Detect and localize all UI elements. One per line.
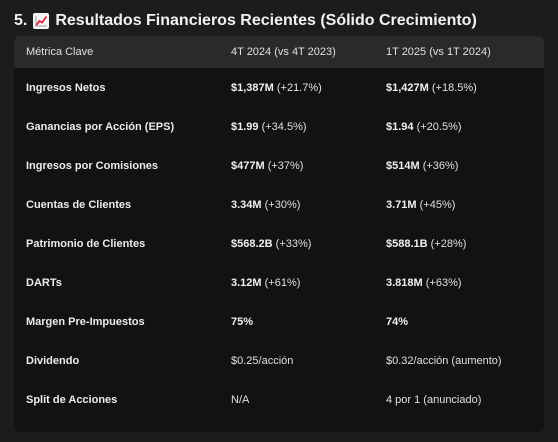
change-q1-2025: $0.32/acción (aumento) — [386, 354, 502, 367]
header-metric: Métrica Clave — [26, 46, 94, 58]
header-q1-2025: 1T 2025 (vs 1T 2024) — [386, 46, 491, 58]
metric-label: Ingresos Netos — [26, 81, 106, 94]
value-q4-2024: 3.34M — [231, 198, 262, 211]
cell-q4-2024: $0.25/acción — [219, 341, 374, 380]
cell-q1-2025: 4 por 1 (anunciado) — [374, 380, 544, 419]
change-q1-2025: (+28%) — [430, 237, 467, 250]
change-q4-2024: (+34.5%) — [261, 120, 307, 133]
cell-q4-2024: 75% — [219, 302, 374, 341]
cell-q4-2024: N/A — [219, 380, 374, 419]
change-q1-2025: 4 por 1 (anunciado) — [386, 393, 482, 406]
change-q1-2025: (+63%) — [425, 276, 462, 289]
metric-label: Ganancias por Acción (EPS) — [26, 120, 175, 133]
value-q4-2024: 75% — [231, 315, 254, 328]
table-row: Ingresos Netos $1,387M (+21.7%) $1,427M (+… — [14, 68, 544, 107]
chart-increasing-icon — [33, 13, 50, 29]
value-q1-2025: $1,427M — [386, 81, 429, 94]
table-row: Ingresos por Comisiones $477M (+37%) $514M… — [14, 146, 544, 185]
metric-label: Cuentas de Clientes — [26, 198, 132, 211]
value-q4-2024: 3.12M — [231, 276, 262, 289]
value-q1-2025: $514M — [386, 159, 420, 172]
table-header-row: Métrica Clave 4T 2024 (vs 4T 2023) 1T 20… — [14, 36, 544, 68]
cell-q4-2024: $1,387M (+21.7%) — [219, 68, 374, 107]
table-row: Margen Pre-Impuestos 75% 74% — [14, 302, 544, 341]
financial-results-table: Métrica Clave 4T 2024 (vs 4T 2023) 1T 20… — [14, 36, 544, 432]
change-q1-2025: (+18.5%) — [431, 81, 477, 94]
change-q4-2024: (+30%) — [264, 198, 301, 211]
change-q1-2025: (+20.5%) — [416, 120, 462, 133]
metric-label: Patrimonio de Clientes — [26, 237, 146, 250]
table-row: Patrimonio de Clientes $568.2B (+33%) $588… — [14, 224, 544, 263]
metric-label: Margen Pre-Impuestos — [26, 315, 145, 328]
value-q4-2024: $1.99 — [231, 120, 259, 133]
change-q4-2024: $0.25/acción — [231, 354, 294, 367]
cell-q1-2025: $588.1B (+28%) — [374, 224, 544, 263]
cell-q1-2025: 3.818M (+63%) — [374, 263, 544, 302]
change-q4-2024: (+61%) — [264, 276, 301, 289]
cell-q1-2025: $514M (+36%) — [374, 146, 544, 185]
section-number: 5. — [14, 12, 28, 29]
table-row: Cuentas de Clientes 3.34M (+30%) 3.71M (+4… — [14, 185, 544, 224]
section-title: Resultados Financieros Recientes (Sólido… — [55, 12, 477, 29]
table-row: DARTs 3.12M (+61%) 3.818M (+63%) — [14, 263, 544, 302]
value-q1-2025: 3.818M — [386, 276, 423, 289]
cell-q4-2024: $1.99 (+34.5%) — [219, 107, 374, 146]
change-q4-2024: (+21.7%) — [276, 81, 322, 94]
metric-label: Ingresos por Comisiones — [26, 159, 159, 172]
cell-q1-2025: 3.71M (+45%) — [374, 185, 544, 224]
cell-q4-2024: $568.2B (+33%) — [219, 224, 374, 263]
metric-label: Dividendo — [26, 354, 80, 367]
value-q1-2025: $588.1B — [386, 237, 428, 250]
value-q4-2024: $477M — [231, 159, 265, 172]
table-row: Dividendo $0.25/acción $0.32/acción (aumen… — [14, 341, 544, 380]
value-q4-2024: $1,387M — [231, 81, 274, 94]
cell-q1-2025: $1,427M (+18.5%) — [374, 68, 544, 107]
value-q1-2025: 74% — [386, 315, 409, 328]
cell-q4-2024: 3.12M (+61%) — [219, 263, 374, 302]
change-q4-2024: (+37%) — [267, 159, 304, 172]
metric-label: Split de Acciones — [26, 393, 118, 406]
value-q1-2025: 3.71M — [386, 198, 417, 211]
change-q1-2025: (+45%) — [419, 198, 456, 211]
change-q4-2024: (+33%) — [275, 237, 312, 250]
header-q4-2024: 4T 2024 (vs 4T 2023) — [231, 46, 336, 58]
change-q4-2024: N/A — [231, 393, 250, 406]
cell-q1-2025: $0.32/acción (aumento) — [374, 341, 544, 380]
change-q1-2025: (+36%) — [422, 159, 459, 172]
value-q4-2024: $568.2B — [231, 237, 273, 250]
cell-q4-2024: 3.34M (+30%) — [219, 185, 374, 224]
metric-label: DARTs — [26, 276, 62, 289]
cell-q4-2024: $477M (+37%) — [219, 146, 374, 185]
cell-q1-2025: 74% — [374, 302, 544, 341]
section-heading: 5. Resultados Financieros Recientes (Sól… — [14, 8, 477, 34]
cell-q1-2025: $1.94 (+20.5%) — [374, 107, 544, 146]
value-q1-2025: $1.94 — [386, 120, 414, 133]
table-row: Ganancias por Acción (EPS) $1.99 (+34.5%)… — [14, 107, 544, 146]
table-row: Split de Acciones N/A 4 por 1 (anunciado) — [14, 380, 544, 419]
